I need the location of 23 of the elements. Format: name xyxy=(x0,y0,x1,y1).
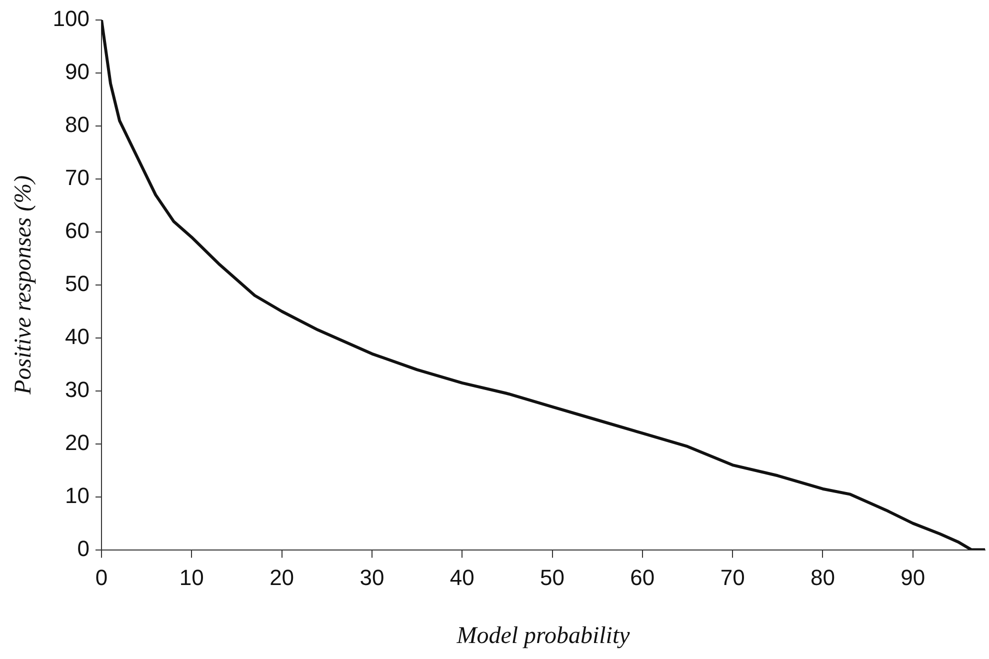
y-axis-title: Positive responses (%) xyxy=(10,175,37,396)
y-tick-label: 30 xyxy=(65,376,90,402)
y-tick-label: 10 xyxy=(65,482,90,508)
x-tick-label: 50 xyxy=(540,565,565,590)
x-tick-label: 20 xyxy=(270,565,294,590)
y-tick-label: 20 xyxy=(65,430,90,455)
y-tick-label: 100 xyxy=(52,6,90,32)
y-tick-label: 60 xyxy=(65,218,90,243)
y-tick-label: 50 xyxy=(65,270,90,296)
y-tick-label: 80 xyxy=(65,112,90,138)
y-tick-label: 90 xyxy=(65,59,90,84)
x-tick-label: 60 xyxy=(630,565,655,590)
x-tick-label: 0 xyxy=(95,565,108,590)
x-tick-label: 40 xyxy=(450,565,474,590)
x-tick-label: 30 xyxy=(360,565,384,590)
x-tick-label: 90 xyxy=(900,565,926,590)
y-tick-label: 40 xyxy=(65,324,90,349)
x-tick-label: 10 xyxy=(179,565,204,590)
y-tick-label: 70 xyxy=(65,165,90,190)
x-tick-label: 70 xyxy=(720,565,745,590)
y-tick-label: 0 xyxy=(77,536,90,561)
x-tick-label: 80 xyxy=(810,565,835,590)
x-axis-title: Model probability xyxy=(456,622,630,649)
